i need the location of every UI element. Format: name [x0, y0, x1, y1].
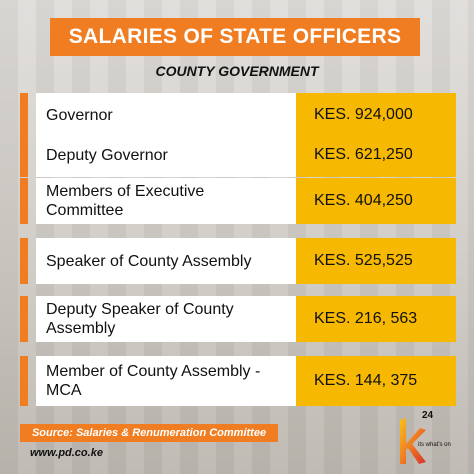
salary-value: KES. 621,250	[296, 133, 456, 177]
source-note: Source: Salaries & Renumeration Committe…	[20, 424, 278, 442]
position-label: Governor	[36, 93, 296, 137]
row-accent	[20, 133, 28, 177]
row-accent	[20, 356, 28, 406]
table-row: Member of County Assembly - MCA KES. 144…	[20, 356, 456, 406]
table-row: Governor KES. 924,000	[20, 93, 456, 137]
position-label: Deputy Speaker of County Assembly	[36, 296, 296, 342]
subtitle: COUNTY GOVERNMENT	[155, 63, 319, 79]
row-accent	[20, 93, 28, 137]
k-logo-icon	[400, 418, 426, 464]
salary-value: KES. 404,250	[296, 178, 456, 224]
salary-value: KES. 144, 375	[296, 356, 456, 406]
position-label: Members of Executive Committee	[36, 178, 296, 224]
salary-value: KES. 525,525	[296, 238, 456, 284]
table-row: Members of Executive Committee KES. 404,…	[20, 178, 456, 224]
position-label: Speaker of County Assembly	[36, 238, 296, 284]
row-accent	[20, 296, 28, 342]
table-row: Deputy Speaker of County Assembly KES. 2…	[20, 296, 456, 342]
logo-number: 24	[422, 410, 434, 421]
table-row: Speaker of County Assembly KES. 525,525	[20, 238, 456, 284]
position-label: Member of County Assembly - MCA	[36, 356, 296, 406]
position-label: Deputy Governor	[36, 133, 296, 177]
title-banner: SALARIES OF STATE OFFICERS	[50, 18, 420, 56]
row-accent	[20, 178, 28, 224]
table-row: Deputy Governor KES. 621,250	[20, 133, 456, 177]
salary-value: KES. 216, 563	[296, 296, 456, 342]
page-title: SALARIES OF STATE OFFICERS	[68, 25, 402, 48]
website-url: www.pd.co.ke	[30, 447, 103, 459]
brand-logo: 24 its what's on	[396, 410, 456, 468]
logo-tagline: its what's on	[418, 442, 451, 448]
row-accent	[20, 238, 28, 284]
salary-value: KES. 924,000	[296, 93, 456, 137]
